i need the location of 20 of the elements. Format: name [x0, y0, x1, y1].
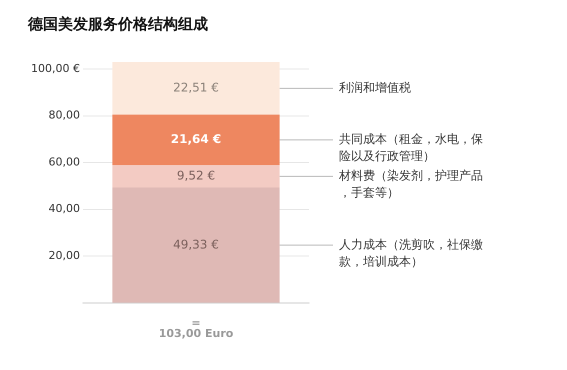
text: 材料费（染发剂，护理产品，手套等）	[338, 168, 483, 200]
bar	[112, 187, 280, 303]
data-label: 22,51 €	[173, 80, 219, 94]
bar	[112, 165, 280, 188]
chart-title: 德国美发服务价格结构组成	[27, 14, 208, 33]
text: 共同成本（租金，水电，保险以及行政管理）	[339, 132, 483, 164]
y-tick-label: 80,00	[48, 108, 80, 122]
y-tick-label: 100,00 €	[31, 62, 80, 75]
x-tick-label: =	[191, 316, 201, 330]
y-tick-label: 20,00	[48, 248, 80, 262]
bar	[112, 62, 280, 115]
y-tick-label: 60,00	[48, 155, 80, 168]
data-label: 21,64 €	[170, 132, 222, 146]
data-label: 9,52 €	[176, 168, 216, 182]
y-tick-label: 40,00	[48, 202, 80, 216]
data-label: 49,33 €	[173, 237, 219, 252]
text: 利润和增值税	[339, 80, 411, 94]
bar	[112, 114, 280, 166]
text: 人力成本（洗剪吹，社保缴款，培训成本）	[339, 237, 483, 268]
total-label: 103,00 Euro	[158, 327, 234, 340]
